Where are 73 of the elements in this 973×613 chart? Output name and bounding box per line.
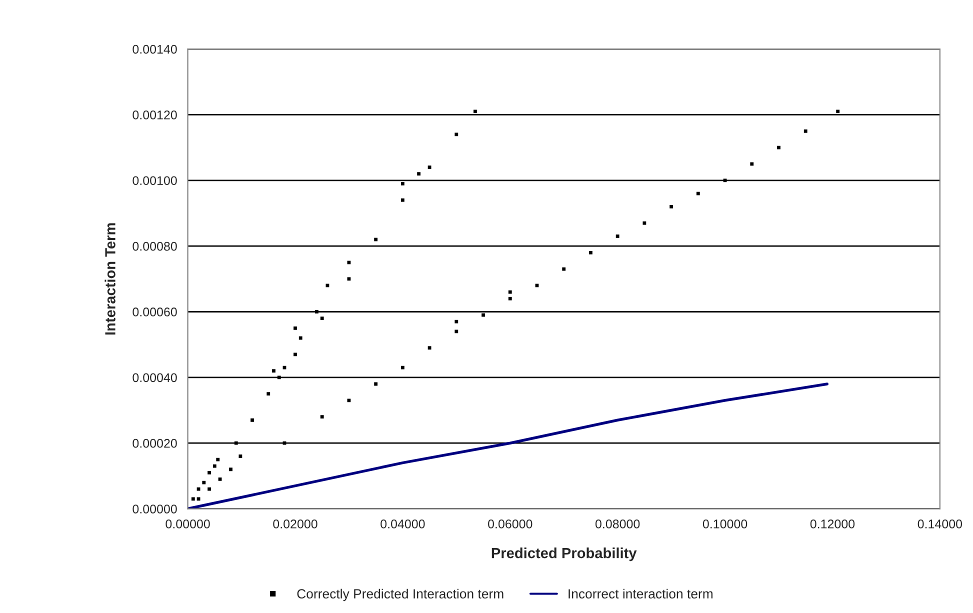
point <box>208 487 211 491</box>
y-tick-label: 0.00060 <box>132 308 177 316</box>
point <box>374 382 378 386</box>
point <box>347 398 351 402</box>
point <box>400 366 404 370</box>
point <box>836 110 840 114</box>
point <box>216 458 220 462</box>
y-tick-label: 0.00020 <box>132 438 177 448</box>
point <box>234 441 238 445</box>
point <box>229 468 232 472</box>
y-axis-title: Interaction Term <box>104 223 116 335</box>
point <box>562 267 566 271</box>
y-tick-label: 0.00080 <box>132 242 177 251</box>
point <box>400 182 404 186</box>
point <box>804 129 808 133</box>
point <box>417 172 420 176</box>
point <box>508 290 512 294</box>
point <box>208 470 211 474</box>
point <box>202 480 206 484</box>
point <box>723 178 727 182</box>
point <box>315 310 318 314</box>
point <box>277 376 281 380</box>
point <box>196 497 200 501</box>
point <box>196 487 200 491</box>
point <box>474 110 477 114</box>
point <box>454 330 458 334</box>
point <box>696 192 700 196</box>
point <box>347 277 351 281</box>
point <box>777 146 780 150</box>
point <box>642 221 646 225</box>
point <box>298 336 302 340</box>
x-tick-label: 0.14000 <box>918 520 962 528</box>
point <box>272 369 276 373</box>
point <box>400 198 404 202</box>
legend-label: Incorrect interaction term <box>568 588 712 599</box>
point <box>294 352 297 356</box>
x-tick-label: 0.02000 <box>273 520 318 528</box>
point <box>212 464 216 468</box>
point <box>250 418 254 422</box>
point <box>266 392 270 396</box>
point <box>294 326 297 330</box>
x-tick-label: 0.06000 <box>488 520 532 528</box>
point <box>508 296 512 300</box>
point <box>482 313 485 317</box>
point <box>374 238 378 242</box>
point <box>454 320 458 324</box>
x-tick-label: 0.12000 <box>810 520 855 528</box>
y-tick-label: 0.00140 <box>132 44 177 54</box>
y-tick-label: 0.00120 <box>132 110 177 120</box>
y-tick-label: 0.00100 <box>132 176 177 186</box>
y-tick-label: 0.00040 <box>132 373 177 382</box>
x-axis-title: Predicted Probability <box>492 548 637 562</box>
x-tick-label: 0.08000 <box>595 520 640 528</box>
y-tick-label: 0.00000 <box>132 504 177 514</box>
point <box>320 316 324 320</box>
point <box>282 366 286 370</box>
point <box>750 162 754 166</box>
point <box>454 132 458 136</box>
point <box>670 204 673 208</box>
x-tick-label: 0.00000 <box>166 520 210 528</box>
point <box>282 441 286 445</box>
point <box>589 250 592 254</box>
x-tick-label: 0.10000 <box>702 520 748 528</box>
point <box>218 478 222 481</box>
point <box>428 166 432 169</box>
point <box>238 454 242 458</box>
line-series <box>188 382 828 509</box>
point <box>191 497 195 501</box>
legend-label: Correctly Predicted Interaction term <box>297 588 504 602</box>
point <box>428 346 432 350</box>
x-tick-label: 0.04000 <box>380 520 425 528</box>
point <box>616 234 620 238</box>
point <box>320 415 324 419</box>
